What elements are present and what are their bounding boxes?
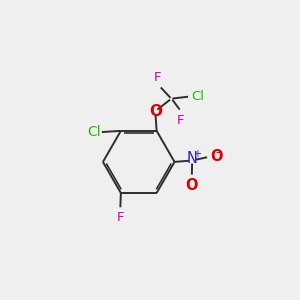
- Text: Cl: Cl: [88, 125, 101, 139]
- Text: -: -: [215, 146, 220, 159]
- Text: F: F: [117, 211, 124, 224]
- Text: O: O: [210, 149, 222, 164]
- Text: O: O: [186, 178, 198, 193]
- Text: Cl: Cl: [191, 90, 205, 103]
- Text: N: N: [187, 151, 198, 166]
- Text: F: F: [177, 114, 184, 127]
- Text: O: O: [149, 104, 162, 119]
- Text: +: +: [193, 149, 201, 159]
- Text: F: F: [154, 70, 161, 83]
